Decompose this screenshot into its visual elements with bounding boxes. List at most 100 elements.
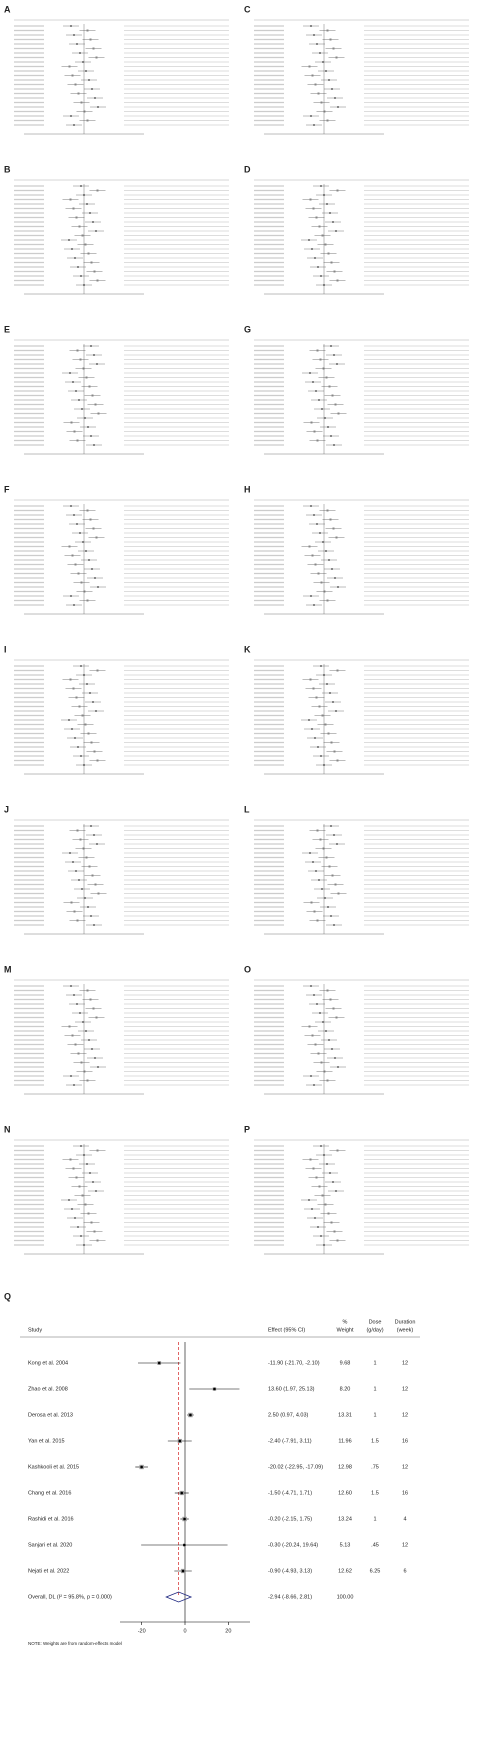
study-box bbox=[316, 43, 318, 45]
study-box bbox=[88, 385, 91, 388]
weight-label: 12.98 bbox=[338, 1464, 352, 1470]
study-box bbox=[320, 1145, 322, 1147]
study-box bbox=[313, 124, 315, 126]
study-box bbox=[81, 714, 84, 717]
point-estimate bbox=[178, 1439, 182, 1443]
panel-letter: Q bbox=[4, 1291, 11, 1301]
study-box bbox=[336, 669, 339, 672]
study-box bbox=[331, 568, 333, 570]
study-box bbox=[93, 924, 95, 926]
study-box bbox=[332, 527, 335, 530]
study-box bbox=[71, 728, 73, 730]
study-box bbox=[319, 838, 322, 841]
study-box bbox=[96, 363, 98, 365]
study-box bbox=[73, 514, 75, 516]
study-box bbox=[85, 550, 87, 552]
study-box bbox=[93, 750, 96, 753]
duration-label: 12 bbox=[402, 1542, 408, 1548]
study-box bbox=[89, 38, 92, 41]
study-box bbox=[324, 723, 327, 726]
study-box bbox=[75, 870, 77, 872]
study-box bbox=[313, 34, 315, 36]
study-box bbox=[84, 723, 87, 726]
study-box bbox=[74, 257, 76, 259]
study-box bbox=[329, 518, 332, 521]
weight-label: 12.60 bbox=[338, 1490, 352, 1496]
dose-label: 1 bbox=[373, 1412, 376, 1418]
study-box bbox=[334, 1057, 336, 1059]
study-box bbox=[335, 230, 337, 232]
study-box bbox=[333, 444, 335, 446]
panel-letter: P bbox=[244, 1124, 250, 1134]
panel-letter: E bbox=[4, 324, 10, 334]
study-box bbox=[326, 119, 329, 122]
study-box bbox=[75, 216, 78, 219]
point-estimate bbox=[157, 1361, 161, 1365]
study-box bbox=[329, 38, 332, 41]
study-box bbox=[88, 79, 90, 81]
study-box bbox=[321, 1194, 324, 1197]
study-box bbox=[93, 354, 95, 356]
study-box bbox=[310, 595, 312, 597]
effect-label: -0.90 (-4.93, 3.13) bbox=[268, 1568, 312, 1574]
study-box bbox=[73, 604, 75, 606]
study-box bbox=[94, 97, 96, 99]
study-box bbox=[85, 856, 88, 859]
effect-label: -11.90 (-21.70, -2.10) bbox=[268, 1360, 320, 1366]
study-box bbox=[69, 678, 72, 681]
study-box bbox=[332, 47, 335, 50]
study-box bbox=[81, 408, 83, 410]
study-box bbox=[91, 394, 94, 397]
duration-label: 4 bbox=[403, 1516, 406, 1522]
panel-letter: O bbox=[244, 964, 251, 974]
study-box bbox=[316, 349, 319, 352]
study-box bbox=[320, 755, 322, 757]
header: Study bbox=[28, 1327, 42, 1333]
weight-label: 5.13 bbox=[340, 1542, 351, 1548]
study-box bbox=[90, 825, 92, 827]
study-box bbox=[70, 985, 72, 987]
study-box bbox=[80, 755, 82, 757]
study-box bbox=[311, 74, 314, 77]
study-box bbox=[80, 1235, 82, 1237]
study-box bbox=[81, 1194, 84, 1197]
study-box bbox=[79, 52, 81, 54]
study-box bbox=[323, 1070, 326, 1073]
study-box bbox=[76, 919, 79, 922]
study-box bbox=[317, 1226, 319, 1228]
study-box bbox=[72, 381, 74, 383]
study-box bbox=[309, 1158, 312, 1161]
point-estimate bbox=[189, 1413, 192, 1417]
study-box bbox=[336, 363, 338, 365]
duration-label: 12 bbox=[402, 1412, 408, 1418]
study-box bbox=[337, 1066, 339, 1068]
study-box bbox=[332, 1181, 334, 1183]
study-box bbox=[68, 1025, 71, 1028]
study-box bbox=[332, 221, 334, 223]
study-box bbox=[314, 1043, 317, 1046]
study-box bbox=[317, 572, 320, 575]
study-box bbox=[94, 1057, 96, 1059]
study-box bbox=[77, 572, 80, 575]
study-box bbox=[71, 554, 74, 557]
study-box bbox=[329, 692, 331, 694]
study-box bbox=[88, 865, 91, 868]
study-box bbox=[86, 683, 88, 685]
study-box bbox=[309, 678, 312, 681]
header: Dose bbox=[369, 1319, 382, 1325]
study-box bbox=[320, 665, 322, 667]
study-box bbox=[92, 1181, 94, 1183]
study-box bbox=[322, 541, 324, 543]
study-box bbox=[314, 563, 317, 566]
panel-letter: B bbox=[4, 164, 11, 174]
study-box bbox=[93, 444, 95, 446]
study-box bbox=[326, 1079, 329, 1082]
dose-label: 1 bbox=[373, 1360, 376, 1366]
study-box bbox=[315, 696, 318, 699]
x-tick-label: 0 bbox=[183, 1628, 186, 1634]
study-box bbox=[84, 1203, 87, 1206]
study-box bbox=[86, 989, 89, 992]
study-box bbox=[89, 692, 91, 694]
